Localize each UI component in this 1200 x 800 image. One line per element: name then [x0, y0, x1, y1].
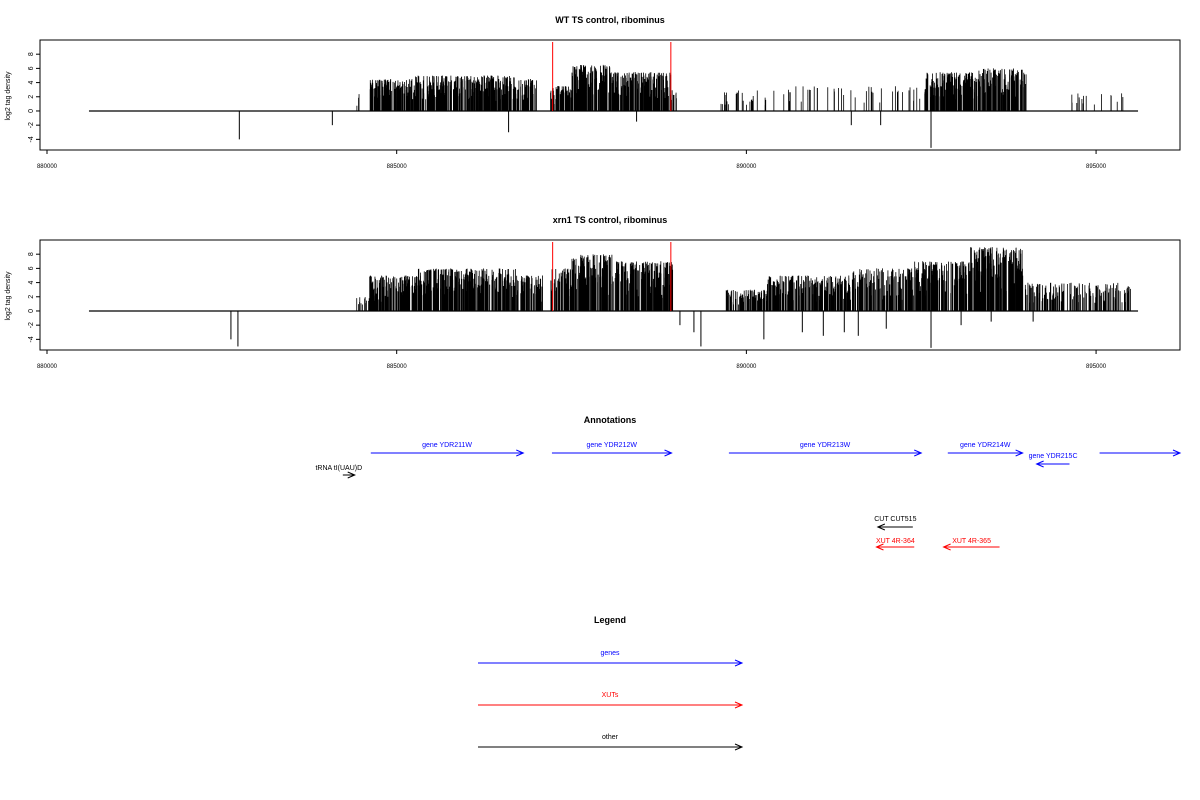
legend-label: genes — [600, 650, 620, 657]
x-tick-label: 890000 — [736, 164, 757, 170]
annotation-features: gene YDR211W gene YDR212W gene YDR213W gene… — [315, 442, 1182, 551]
track-xrn1: xrn1 TS control, ribominus log2 tag dens… — [5, 215, 1181, 370]
legend-panel: Legend genes XUTs other — [478, 615, 744, 751]
annotations-panel: Annotations gene YDR211W gene YDR212W gene… — [315, 415, 1182, 551]
y-tick-label: 2 — [28, 95, 35, 99]
track-xrn1-ylabel: log2 tag density — [5, 271, 12, 321]
x-tick-label: 895000 — [1086, 164, 1107, 170]
y-tick-label: 8 — [28, 252, 35, 256]
feature-label: XUT 4R-364 — [876, 538, 915, 545]
density-bars — [356, 247, 1131, 311]
y-tick-label: -4 — [28, 136, 35, 142]
feature-label: gene YDR212W — [587, 442, 638, 449]
y-tick-label: 4 — [28, 81, 35, 85]
legend-item-xuts: XUTs — [478, 692, 744, 709]
feature-label: tRNA tI(UAU)D — [315, 465, 362, 472]
x-tick-label: 885000 — [387, 364, 408, 370]
arrow-head — [516, 449, 525, 457]
track-xrn1-x-axis: 880000 885000 890000 895000 — [37, 350, 1107, 370]
feature-gene: gene YDR214W — [947, 442, 1024, 457]
feature-label: gene YDR214W — [960, 442, 1011, 449]
track-wt-y-axis: 8 6 4 2 0 -2 -4 — [28, 52, 40, 142]
legend-label: other — [602, 734, 619, 741]
arrow-head — [664, 449, 673, 457]
feature-gene — [1099, 449, 1182, 457]
feature-gene: gene YDR213W — [728, 442, 923, 457]
feature-gene: gene YDR215C — [1029, 453, 1078, 468]
x-tick-label: 890000 — [736, 364, 757, 370]
arrow-head — [914, 449, 923, 457]
arrow-head — [734, 743, 744, 751]
annotations-title: Annotations — [584, 415, 637, 425]
x-tick-label: 895000 — [1086, 364, 1107, 370]
y-tick-label: -2 — [28, 322, 35, 328]
y-tick-label: 4 — [28, 281, 35, 285]
arrow-head — [734, 701, 744, 709]
feature-label: CUT CUT515 — [874, 516, 916, 523]
track-wt-ylabel: log2 tag density — [5, 71, 12, 121]
feature-xut: XUT 4R-365 — [942, 538, 1000, 551]
x-tick-label: 880000 — [37, 164, 58, 170]
arrow-head — [1172, 449, 1182, 457]
feature-label: XUT 4R-365 — [952, 538, 991, 545]
arrow-head — [875, 543, 884, 551]
legend-title: Legend — [594, 615, 626, 625]
legend-label: XUTs — [602, 692, 619, 699]
track-wt-title: WT TS control, ribominus — [555, 15, 665, 25]
feature-label: gene YDR215C — [1029, 453, 1078, 460]
y-tick-label: -4 — [28, 336, 35, 342]
y-tick-label: 2 — [28, 295, 35, 299]
track-xrn1-title: xrn1 TS control, ribominus — [553, 215, 668, 225]
track-wt-bars — [88, 64, 1139, 148]
arrow-head — [734, 659, 744, 667]
feature-label: gene YDR211W — [422, 442, 472, 449]
track-wt-x-axis: 880000 885000 890000 895000 — [37, 150, 1107, 170]
feature-label: gene YDR213W — [800, 442, 851, 449]
legend-item-genes: genes — [478, 650, 744, 667]
legend-item-other: other — [478, 734, 744, 751]
track-xrn1-y-axis: 8 6 4 2 0 -2 -4 — [28, 252, 40, 342]
x-tick-label: 880000 — [37, 364, 58, 370]
feature-xut: XUT 4R-364 — [875, 538, 915, 551]
x-tick-label: 885000 — [387, 164, 408, 170]
y-tick-label: 0 — [28, 309, 35, 313]
track-xrn1-red-markers — [552, 242, 672, 311]
feature-gene: gene YDR212W — [551, 442, 673, 457]
arrow-head — [876, 523, 886, 531]
arrow-head — [1015, 449, 1024, 457]
track-wt: WT TS control, ribominus log2 tag densit… — [5, 15, 1181, 170]
y-tick-label: 6 — [28, 266, 35, 270]
arrow-head — [942, 543, 951, 551]
track-xrn1-frame — [39, 239, 1181, 351]
density-bars — [356, 64, 1124, 111]
track-wt-frame — [39, 39, 1181, 151]
arrow-head — [1035, 460, 1044, 468]
arrow-head — [347, 471, 356, 479]
y-tick-label: 8 — [28, 52, 35, 56]
legend-items: genes XUTs other — [478, 650, 744, 751]
y-tick-label: 6 — [28, 66, 35, 70]
feature-other: tRNA tI(UAU)D — [315, 465, 362, 479]
feature-gene: gene YDR211W — [370, 442, 525, 457]
track-xrn1-bars — [88, 247, 1139, 348]
y-tick-label: -2 — [28, 122, 35, 128]
track-wt-red-markers — [552, 42, 672, 111]
feature-other: CUT CUT515 — [874, 516, 917, 531]
y-tick-label: 0 — [28, 109, 35, 113]
